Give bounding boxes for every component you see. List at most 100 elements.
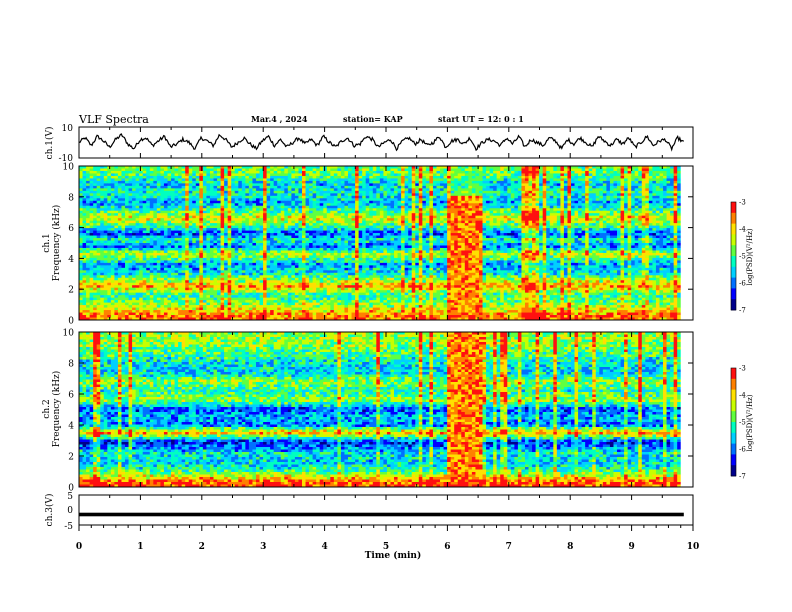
spectrogram-cell [677, 166, 682, 169]
spectrogram-cell [648, 215, 653, 219]
spectrogram-cell [578, 170, 583, 174]
spectrogram-cell [663, 168, 667, 172]
spectrogram-cell [440, 210, 444, 214]
spectrogram-cell [468, 205, 473, 209]
spectrogram-cell [514, 220, 519, 224]
spectrogram-cell [535, 183, 540, 187]
spectrogram-cell [631, 170, 636, 174]
spectrogram-cell [266, 203, 271, 207]
spectrogram-cell [238, 228, 243, 231]
spectrogram-cell [390, 213, 395, 217]
spectrogram-cell [241, 168, 246, 172]
spectrogram-cell [652, 178, 657, 182]
spectrogram-cell [599, 215, 604, 219]
spectrogram-cell [627, 230, 632, 234]
spectrogram-cell [655, 170, 660, 174]
spectrogram-cell [486, 213, 490, 217]
spectrogram-cell [578, 200, 583, 204]
spectrogram-cell [613, 188, 618, 192]
spectrogram-cell [252, 210, 257, 214]
spectrogram-cell [316, 200, 321, 204]
spectrogram-cell [578, 166, 583, 169]
spectrogram-cell [461, 166, 466, 169]
spectrogram-cell [234, 228, 239, 231]
spectrogram-cell [425, 218, 430, 222]
spectrogram-cell [496, 175, 501, 179]
spectrogram-cell [362, 210, 367, 214]
spectrogram-cell [443, 213, 448, 217]
spectrogram-cell [517, 180, 522, 184]
spectrogram-cell [429, 195, 434, 199]
spectrogram-cell [652, 230, 657, 234]
spectrogram-cell [217, 203, 221, 207]
spectrogram-cell [464, 230, 469, 234]
spectrogram-cell [86, 188, 91, 192]
spectrogram-cell [404, 235, 409, 239]
spectrogram-cell [440, 218, 444, 222]
spectrogram-cell [408, 188, 413, 192]
spectrogram-cell [655, 213, 660, 217]
spectrogram-cell [613, 183, 618, 187]
spectrogram-cell [440, 195, 444, 199]
spectrogram-cell [457, 230, 462, 234]
spectrogram-cell [294, 218, 299, 222]
spectrogram-cell [245, 235, 250, 239]
spectrogram-cell [355, 166, 360, 169]
spectrogram-cell [89, 180, 94, 184]
spectrogram-cell [493, 215, 498, 219]
spectrogram-cell [245, 225, 250, 229]
spectrogram-cell [188, 166, 193, 169]
spectrogram-cell [142, 225, 147, 229]
spectrogram-cell [125, 198, 129, 202]
spectrogram-cell [337, 225, 342, 229]
spectrogram-cell [503, 183, 508, 187]
spectrogram-cell [475, 183, 480, 187]
spectrogram-cell [298, 173, 303, 177]
spectrogram-cell [312, 185, 317, 189]
spectrogram-cell [574, 205, 579, 209]
spectrogram-cell [560, 180, 565, 184]
spectrogram-cell [298, 228, 303, 231]
spectrogram-cell [280, 170, 285, 174]
spectrogram-cell [263, 228, 267, 231]
spectrogram-cell [376, 175, 381, 179]
spectrogram-cell [326, 190, 331, 194]
spectrogram-cell [312, 170, 317, 174]
spectrogram-cell [489, 175, 494, 179]
spectrogram-cell [163, 173, 168, 177]
spectrogram-cell [206, 208, 211, 212]
spectrogram-cell [425, 223, 430, 227]
spectrogram-cell [82, 170, 87, 174]
spectrogram-cell [528, 223, 533, 227]
spectrogram-cell [167, 223, 172, 227]
spectrogram-cell [432, 218, 437, 222]
spectrogram-cell [454, 173, 459, 177]
spectrogram-cell [464, 195, 469, 199]
spectrogram-cell [333, 170, 338, 174]
spectrogram-cell [652, 166, 657, 169]
spectrogram-cell [627, 223, 632, 227]
spectrogram-cell [213, 170, 218, 174]
spectrogram-cell [457, 183, 462, 187]
spectrogram-cell [397, 235, 402, 239]
spectrogram-cell [454, 218, 459, 222]
spectrogram-cell [535, 235, 540, 239]
spectrogram-cell [82, 166, 87, 169]
spectrogram-cell [86, 218, 91, 222]
spectrogram-cell [606, 230, 611, 234]
spectrogram-cell [489, 180, 494, 184]
spectrogram-cell [248, 178, 253, 182]
spectrogram-cell [592, 210, 597, 214]
spectrogram-cell [574, 185, 579, 189]
spectrogram-cell [238, 205, 243, 209]
spectrogram-cell [436, 233, 441, 236]
spectrogram-cell [86, 190, 91, 194]
spectrogram-cell [263, 193, 267, 197]
spectrogram-cell [574, 170, 579, 174]
spectrogram-cell [171, 210, 175, 214]
spectrogram-cell [89, 178, 94, 182]
spectrogram-cell [493, 175, 498, 179]
spectrogram-cell [602, 220, 607, 224]
spectrogram-cell [386, 218, 391, 222]
